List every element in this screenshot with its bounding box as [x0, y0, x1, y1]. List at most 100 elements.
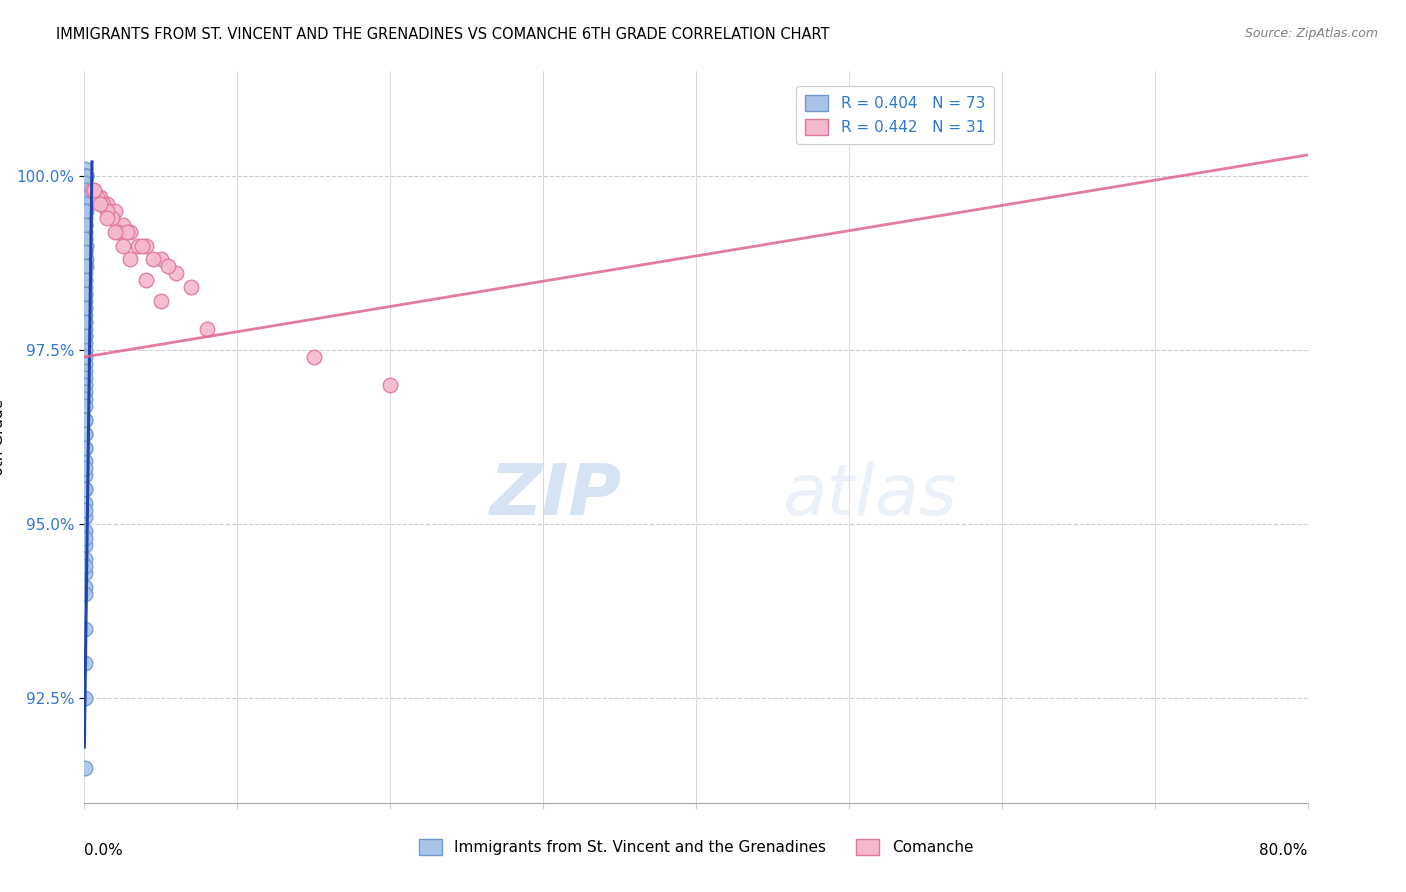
Point [75, 483, 97, 497]
Point [75, 364, 97, 378]
Point [73, 566, 96, 580]
Point [86, 190, 108, 204]
Point [73, 315, 96, 329]
Point [75, 371, 97, 385]
Point [75, 280, 97, 294]
Point [73, 218, 96, 232]
Point [75, 238, 97, 252]
Point [302, 350, 325, 364]
Point [75, 176, 97, 190]
Point [73, 441, 96, 455]
Point [75, 350, 97, 364]
Point [73, 301, 96, 316]
Point [73, 657, 96, 671]
Point [73, 587, 96, 601]
Point [73, 218, 96, 232]
Point [73, 287, 96, 301]
Point [73, 483, 96, 497]
Point [83, 183, 105, 197]
Point [75, 336, 97, 351]
Text: ZIP: ZIP [491, 461, 623, 530]
Point [142, 252, 165, 267]
Point [73, 412, 96, 426]
Point [73, 691, 96, 706]
Point [73, 399, 96, 413]
Point [120, 225, 142, 239]
Point [131, 238, 153, 252]
Point [75, 384, 97, 399]
Point [75, 169, 97, 183]
Point [73, 287, 96, 301]
Text: 80.0%: 80.0% [1260, 843, 1308, 858]
Point [73, 426, 96, 441]
Point [73, 510, 96, 524]
Point [75, 273, 97, 287]
Point [73, 203, 96, 218]
Point [111, 218, 134, 232]
Point [149, 252, 172, 267]
Point [75, 412, 97, 426]
Y-axis label: 6th Grade: 6th Grade [0, 399, 6, 475]
Point [73, 580, 96, 594]
Point [195, 322, 218, 336]
Point [73, 231, 96, 245]
Point [73, 622, 96, 636]
Point [104, 225, 127, 239]
Point [111, 238, 134, 252]
Point [96, 203, 118, 218]
Point [75, 169, 97, 183]
Point [104, 203, 127, 218]
Point [75, 161, 97, 176]
Point [75, 308, 97, 322]
Point [157, 260, 180, 274]
Point [73, 558, 96, 573]
Point [165, 266, 187, 280]
Legend: Immigrants from St. Vincent and the Grenadines, Comanche: Immigrants from St. Vincent and the Gren… [413, 833, 979, 861]
Point [73, 441, 96, 455]
Point [73, 538, 96, 552]
Point [73, 531, 96, 545]
Text: atlas: atlas [782, 461, 956, 530]
Point [135, 238, 157, 252]
Point [75, 343, 97, 357]
Point [75, 524, 97, 538]
Point [73, 461, 96, 475]
Point [73, 454, 96, 468]
Point [73, 503, 96, 517]
Point [180, 280, 202, 294]
Point [75, 231, 97, 245]
Point [73, 357, 96, 371]
Point [96, 196, 118, 211]
Point [75, 211, 97, 225]
Point [120, 252, 142, 267]
Point [73, 377, 96, 392]
Point [75, 190, 97, 204]
Point [73, 468, 96, 483]
Point [96, 211, 118, 225]
Point [75, 245, 97, 260]
Point [89, 190, 111, 204]
Point [75, 294, 97, 309]
Point [75, 301, 97, 316]
Point [115, 225, 138, 239]
Point [380, 377, 402, 392]
Point [89, 196, 111, 211]
Point [75, 392, 97, 406]
Point [127, 238, 149, 252]
Point [101, 211, 124, 225]
Point [75, 225, 97, 239]
Point [75, 203, 97, 218]
Point [73, 329, 96, 343]
Point [75, 329, 97, 343]
Point [73, 273, 96, 287]
Point [75, 266, 97, 280]
Point [75, 260, 97, 274]
Point [107, 225, 129, 239]
Text: Source: ZipAtlas.com: Source: ZipAtlas.com [1244, 27, 1378, 40]
Point [80, 183, 103, 197]
Text: 0.0%: 0.0% [84, 843, 124, 858]
Point [135, 273, 157, 287]
Point [73, 552, 96, 566]
Point [75, 183, 97, 197]
Point [73, 260, 96, 274]
